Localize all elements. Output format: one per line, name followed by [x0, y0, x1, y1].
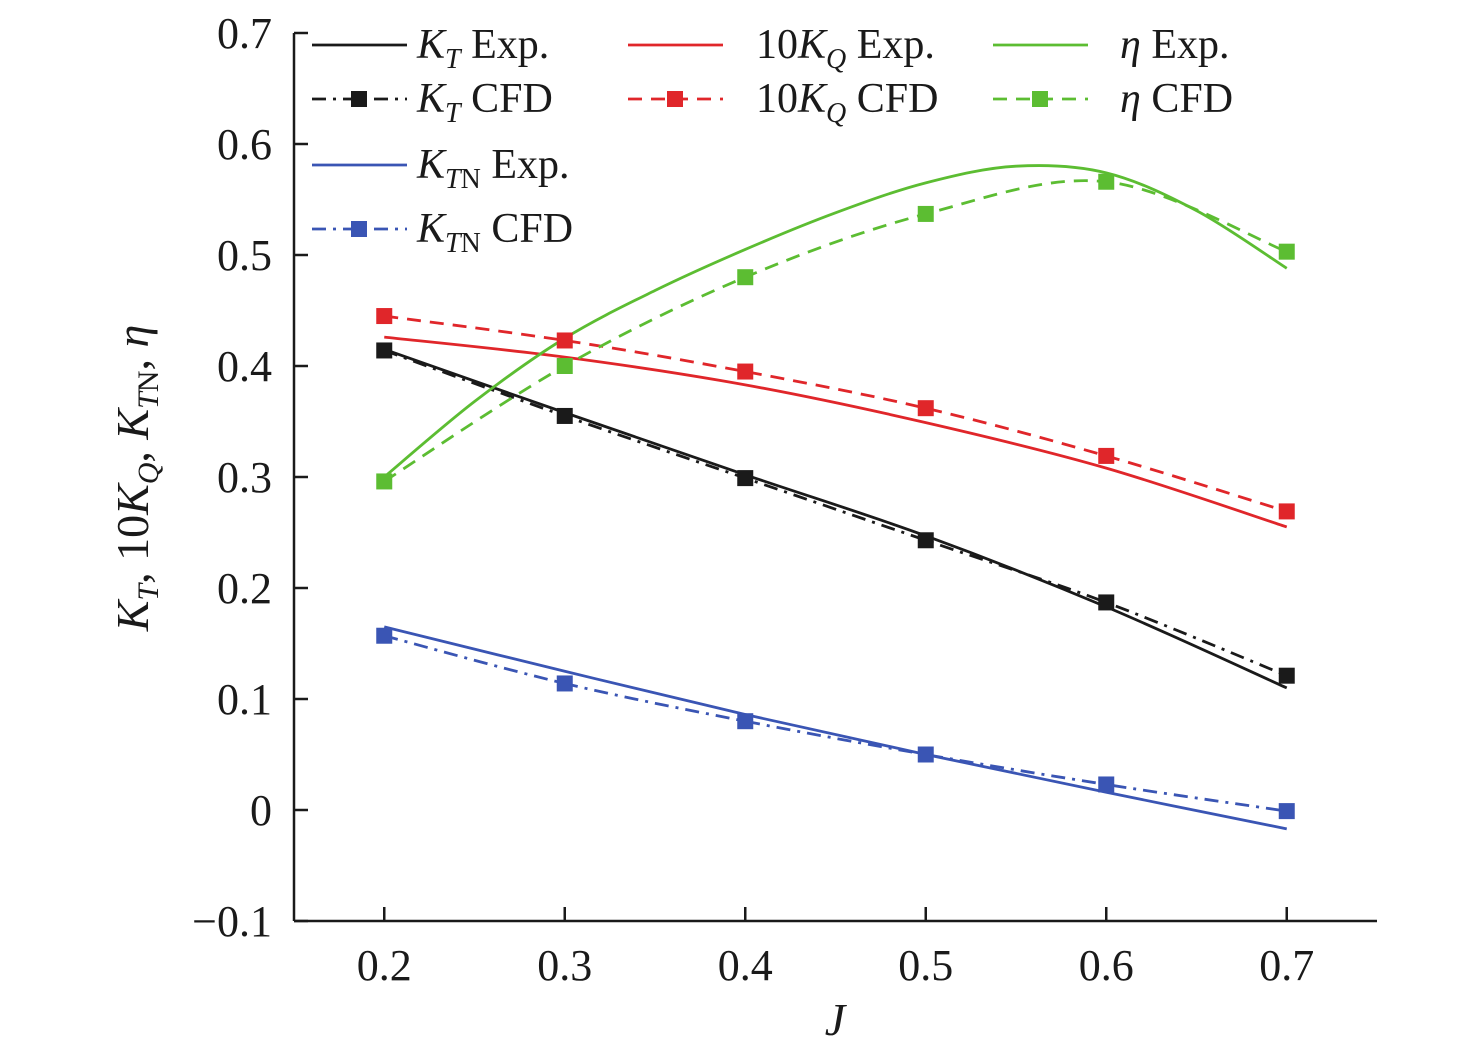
data-point	[1098, 447, 1115, 464]
legend-label: KT Exp.	[416, 22, 549, 75]
data-point	[376, 308, 393, 325]
data-point	[556, 332, 573, 349]
data-point	[1278, 243, 1295, 260]
data-point	[556, 675, 573, 692]
y-tick-label: 0.1	[217, 675, 272, 724]
y-tick-label: 0	[250, 786, 272, 835]
y-tick-label: 0.7	[217, 9, 272, 58]
y-ticks: −0.1 0 0.1 0.2 0.3 0.4 0.5 0.6 0.7	[192, 9, 308, 946]
data-point	[737, 363, 754, 380]
legend-swatch-marker	[1032, 91, 1048, 107]
y-axis-title: KT, 10KQ, KTN, η	[107, 325, 165, 633]
svg-text:KT, 10KQ, KTN, η: KT, 10KQ, KTN, η	[107, 325, 165, 633]
legend-label: 10KQ Exp.	[756, 22, 935, 75]
legend-label: η Exp.	[1120, 22, 1230, 68]
x-tick-label: 0.5	[898, 941, 953, 990]
x-tick-label: 0.2	[357, 941, 412, 990]
y-tick-label: 0.2	[217, 564, 272, 613]
legend-label: KTN Exp.	[416, 142, 569, 195]
x-ticks: 0.2 0.3 0.4 0.5 0.6 0.7	[357, 907, 1314, 990]
legend-item: 10KQ CFD	[628, 76, 938, 129]
data-point	[917, 205, 934, 222]
legend-label: KTN CFD	[416, 206, 573, 259]
data-point	[1098, 173, 1115, 190]
legend-label: KT CFD	[416, 76, 553, 129]
data-point	[737, 269, 754, 286]
x-axis-title: J	[825, 994, 848, 1045]
data-point	[917, 532, 934, 549]
legend-label: 10KQ CFD	[756, 76, 938, 129]
legend-item: η Exp.	[993, 22, 1230, 68]
legend: KT Exp. 10KQ Exp. η Exp. KT CFD 10KQ CFD η CF…	[312, 22, 1233, 259]
series-line-4	[383, 164, 1288, 479]
legend-item: KT Exp.	[312, 22, 549, 75]
x-tick-label: 0.4	[718, 941, 773, 990]
legend-swatch-marker	[667, 91, 683, 107]
x-tick-label: 0.7	[1259, 941, 1314, 990]
x-tick-label: 0.6	[1079, 941, 1134, 990]
y-tick-label: 0.3	[217, 453, 272, 502]
data-point	[1278, 503, 1295, 520]
y-tick-label: 0.4	[217, 342, 272, 391]
legend-item: η CFD	[993, 76, 1233, 122]
data-point	[1098, 776, 1115, 793]
data-point	[1098, 594, 1115, 611]
series-line-7	[383, 634, 1287, 813]
legend-item: KTN CFD	[312, 206, 573, 259]
legend-swatch-marker	[351, 91, 367, 107]
data-point	[737, 470, 754, 487]
data-point	[737, 713, 754, 730]
data-point	[556, 407, 573, 424]
series-line-1	[383, 349, 1288, 677]
series-layer	[376, 164, 1295, 831]
y-tick-label: 0.6	[217, 120, 272, 169]
data-point	[917, 746, 934, 763]
data-point	[376, 342, 393, 359]
series-line-6	[383, 625, 1288, 831]
data-point	[1278, 667, 1295, 684]
legend-item: KT CFD	[312, 76, 553, 129]
legend-item: 10KQ Exp.	[628, 22, 935, 75]
legend-swatch-marker	[351, 221, 367, 237]
data-point	[376, 627, 393, 644]
data-point	[917, 400, 934, 417]
x-tick-label: 0.3	[537, 941, 592, 990]
data-point	[376, 473, 393, 490]
series-line-0	[383, 348, 1288, 690]
data-point	[1278, 803, 1295, 820]
data-point	[556, 358, 573, 374]
y-tick-label: −0.1	[192, 897, 272, 946]
series-line-2	[384, 335, 1288, 529]
legend-label: η CFD	[1120, 76, 1233, 122]
legend-item: KTN Exp.	[312, 142, 569, 195]
y-tick-label: 0.5	[217, 231, 272, 280]
series-line-3	[384, 314, 1288, 513]
